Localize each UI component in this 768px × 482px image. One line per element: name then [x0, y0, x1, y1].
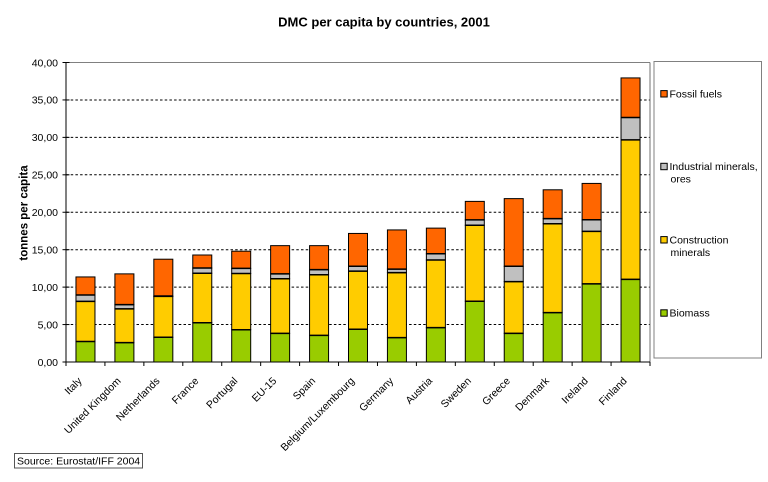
svg-text:Biomass: Biomass — [670, 308, 710, 320]
svg-text:25,00: 25,00 — [32, 170, 58, 182]
svg-text:Construction: Construction — [670, 234, 729, 246]
svg-text:Industrial minerals,: Industrial minerals, — [670, 161, 758, 173]
svg-text:20,00: 20,00 — [32, 207, 58, 219]
svg-text:tonnes per capita: tonnes per capita — [19, 165, 31, 261]
svg-text:40,00: 40,00 — [32, 57, 58, 69]
svg-text:Source: Eurostat/IFF 2004: Source: Eurostat/IFF 2004 — [17, 456, 140, 468]
svg-text:10,00: 10,00 — [32, 282, 58, 294]
svg-text:minerals: minerals — [671, 247, 711, 259]
svg-text:30,00: 30,00 — [32, 132, 58, 144]
svg-text:35,00: 35,00 — [32, 95, 58, 107]
svg-text:15,00: 15,00 — [32, 244, 58, 256]
svg-text:5,00: 5,00 — [38, 319, 59, 331]
svg-text:Fossil fuels: Fossil fuels — [670, 88, 723, 100]
svg-text:DMC per capita by countries, 2: DMC per capita by countries, 2001 — [278, 15, 490, 30]
svg-text:ores: ores — [671, 174, 691, 186]
svg-text:0,00: 0,00 — [38, 357, 59, 369]
